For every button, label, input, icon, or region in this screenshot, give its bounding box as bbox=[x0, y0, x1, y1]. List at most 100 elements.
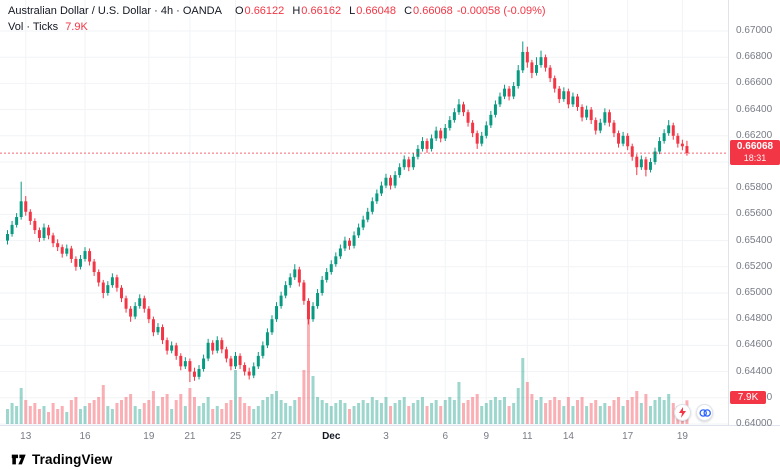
time-axis-label: 13 bbox=[20, 431, 32, 442]
price-axis-label: 0.65400 bbox=[736, 234, 773, 246]
candle-body bbox=[279, 295, 283, 307]
candlestick-chart[interactable] bbox=[0, 0, 728, 425]
candle-body bbox=[6, 234, 9, 241]
candle-body bbox=[33, 220, 37, 231]
volume-bar bbox=[229, 400, 233, 424]
volume-bar bbox=[329, 406, 333, 424]
volume-bar bbox=[379, 403, 383, 424]
candle-body bbox=[503, 88, 507, 97]
volume-bar bbox=[142, 403, 146, 424]
candle-body bbox=[320, 279, 324, 293]
volume-bar bbox=[106, 406, 110, 424]
candle-body bbox=[402, 159, 406, 168]
tradingview-brand-link[interactable]: TradingView bbox=[32, 451, 113, 467]
candle-body bbox=[580, 106, 584, 118]
volume-bar bbox=[165, 394, 169, 424]
change-value: -0.00058 (-0.09%) bbox=[456, 5, 546, 17]
volume-bar bbox=[548, 400, 552, 424]
candle-body bbox=[311, 306, 315, 320]
volume-bar bbox=[124, 397, 128, 424]
volume-bar bbox=[243, 403, 247, 424]
volume-bar bbox=[439, 406, 443, 424]
volume-bar bbox=[626, 400, 630, 424]
candle-body bbox=[530, 62, 534, 73]
volume-bar bbox=[297, 397, 301, 424]
candle-body bbox=[507, 88, 511, 97]
volume-bar bbox=[156, 406, 160, 424]
price-axis[interactable]: 0.66068 18:31 7.9K 0.67000 0.66800 0.66600… bbox=[728, 0, 780, 429]
high-value: 0.66162 bbox=[301, 5, 342, 17]
floating-buttons bbox=[674, 404, 713, 421]
candle-body bbox=[521, 51, 525, 71]
candle-body bbox=[635, 156, 639, 168]
volume-bar bbox=[265, 397, 269, 424]
tradingview-logo-icon bbox=[11, 454, 26, 464]
candle-body bbox=[243, 365, 247, 372]
time-axis-label: 9 bbox=[483, 431, 490, 442]
volume-bar bbox=[585, 406, 589, 424]
volume-indicator-label[interactable]: Vol · Ticks bbox=[8, 21, 59, 33]
volume-bar bbox=[457, 382, 461, 424]
candle-body bbox=[284, 285, 288, 296]
candle-body bbox=[603, 112, 607, 123]
volume-bar bbox=[138, 409, 142, 424]
broker-icon bbox=[698, 408, 711, 417]
price-axis-label: 0.67000 bbox=[736, 25, 773, 36]
symbol-title[interactable]: Australian Dollar / U.S. Dollar · 4h · O… bbox=[8, 5, 222, 17]
volume-bar bbox=[120, 400, 123, 424]
volume-bar bbox=[411, 403, 415, 424]
time-axis-label: Dec bbox=[322, 431, 341, 442]
volume-bar bbox=[402, 397, 406, 424]
price-axis-label: 0.66800 bbox=[736, 51, 773, 63]
candle-body bbox=[229, 358, 233, 367]
volume-bar bbox=[393, 403, 397, 424]
candle-body bbox=[594, 120, 598, 131]
candle-body bbox=[265, 332, 269, 346]
time-axis[interactable]: 13 16 19 21 25 27 Dec 3 6 9 11 14 17 19 bbox=[0, 425, 780, 448]
volume-bar bbox=[598, 406, 602, 424]
candle-body bbox=[685, 146, 689, 154]
candle-body bbox=[220, 340, 224, 350]
candle-body bbox=[671, 125, 675, 136]
volume-bar bbox=[220, 409, 224, 424]
volume-bar bbox=[607, 406, 611, 424]
volume-bar bbox=[247, 406, 251, 424]
volume-bar bbox=[443, 400, 447, 424]
candle-body bbox=[562, 91, 566, 100]
volume-bar bbox=[534, 400, 538, 424]
volume-bar bbox=[480, 406, 484, 424]
volume-bar bbox=[88, 403, 92, 424]
volume-bar bbox=[553, 397, 557, 424]
volume-bar bbox=[151, 391, 155, 424]
chart-legend: Australian Dollar / U.S. Dollar · 4h · O… bbox=[8, 5, 546, 33]
candle-body bbox=[534, 65, 538, 73]
candle-body bbox=[334, 256, 338, 265]
chart-pane[interactable]: Australian Dollar / U.S. Dollar · 4h · O… bbox=[0, 0, 728, 425]
volume-bar bbox=[512, 403, 516, 424]
candle-body bbox=[366, 211, 370, 220]
low-value: 0.66048 bbox=[356, 5, 397, 17]
candle-body bbox=[443, 127, 447, 139]
candle-body bbox=[206, 342, 210, 359]
candle-body bbox=[24, 201, 28, 212]
volume-bar bbox=[83, 406, 87, 424]
candle-body bbox=[607, 112, 611, 123]
time-axis-label: 25 bbox=[229, 431, 242, 442]
time-axis-label: 6 bbox=[442, 431, 449, 442]
quick-trade-button[interactable] bbox=[674, 404, 691, 421]
candle-body bbox=[302, 282, 306, 301]
candle-body bbox=[261, 345, 265, 356]
time-axis-label: 3 bbox=[383, 431, 389, 442]
candle-body bbox=[462, 104, 465, 113]
volume-legend-row: Vol · Ticks 7.9K bbox=[8, 21, 546, 33]
candle-body bbox=[370, 201, 374, 212]
broker-panel-button[interactable] bbox=[696, 404, 713, 421]
volume-bar bbox=[603, 403, 607, 424]
volume-bar bbox=[179, 394, 183, 424]
volume-bar bbox=[234, 370, 237, 424]
volume-bar bbox=[425, 406, 429, 424]
volume-bar bbox=[56, 409, 60, 424]
volume-bar bbox=[466, 400, 470, 424]
volume-bar bbox=[361, 400, 365, 424]
